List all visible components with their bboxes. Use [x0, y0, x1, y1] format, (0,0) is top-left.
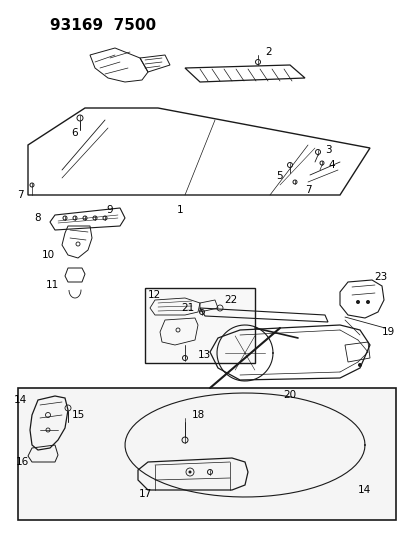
Text: 8: 8 — [35, 213, 41, 223]
Text: 7: 7 — [304, 185, 311, 195]
Text: 23: 23 — [373, 272, 386, 282]
Text: 13: 13 — [197, 350, 211, 360]
Text: 12: 12 — [147, 290, 161, 300]
Text: 9: 9 — [107, 205, 113, 215]
Text: 3: 3 — [324, 145, 331, 155]
Text: 21: 21 — [181, 303, 194, 313]
Circle shape — [355, 300, 359, 304]
Text: 2: 2 — [264, 47, 271, 57]
Circle shape — [357, 363, 361, 367]
Text: 5: 5 — [276, 171, 282, 181]
Text: 22: 22 — [223, 295, 237, 305]
Text: 16: 16 — [15, 457, 28, 467]
Text: 6: 6 — [71, 128, 78, 138]
Circle shape — [365, 300, 369, 304]
Text: 20: 20 — [283, 390, 296, 400]
Text: 15: 15 — [72, 410, 85, 420]
Text: 14: 14 — [357, 485, 370, 495]
Text: 19: 19 — [381, 327, 394, 337]
Text: 10: 10 — [41, 250, 55, 260]
Text: 93169  7500: 93169 7500 — [50, 18, 156, 33]
Text: 4: 4 — [327, 160, 334, 170]
Text: 17: 17 — [138, 489, 151, 499]
Bar — [145, 288, 254, 363]
Circle shape — [188, 471, 191, 473]
Text: 1: 1 — [176, 205, 183, 215]
Text: 14: 14 — [13, 395, 26, 405]
Text: 11: 11 — [45, 280, 59, 290]
Text: 7: 7 — [17, 190, 23, 200]
Bar — [18, 388, 395, 520]
Text: 18: 18 — [192, 410, 205, 420]
